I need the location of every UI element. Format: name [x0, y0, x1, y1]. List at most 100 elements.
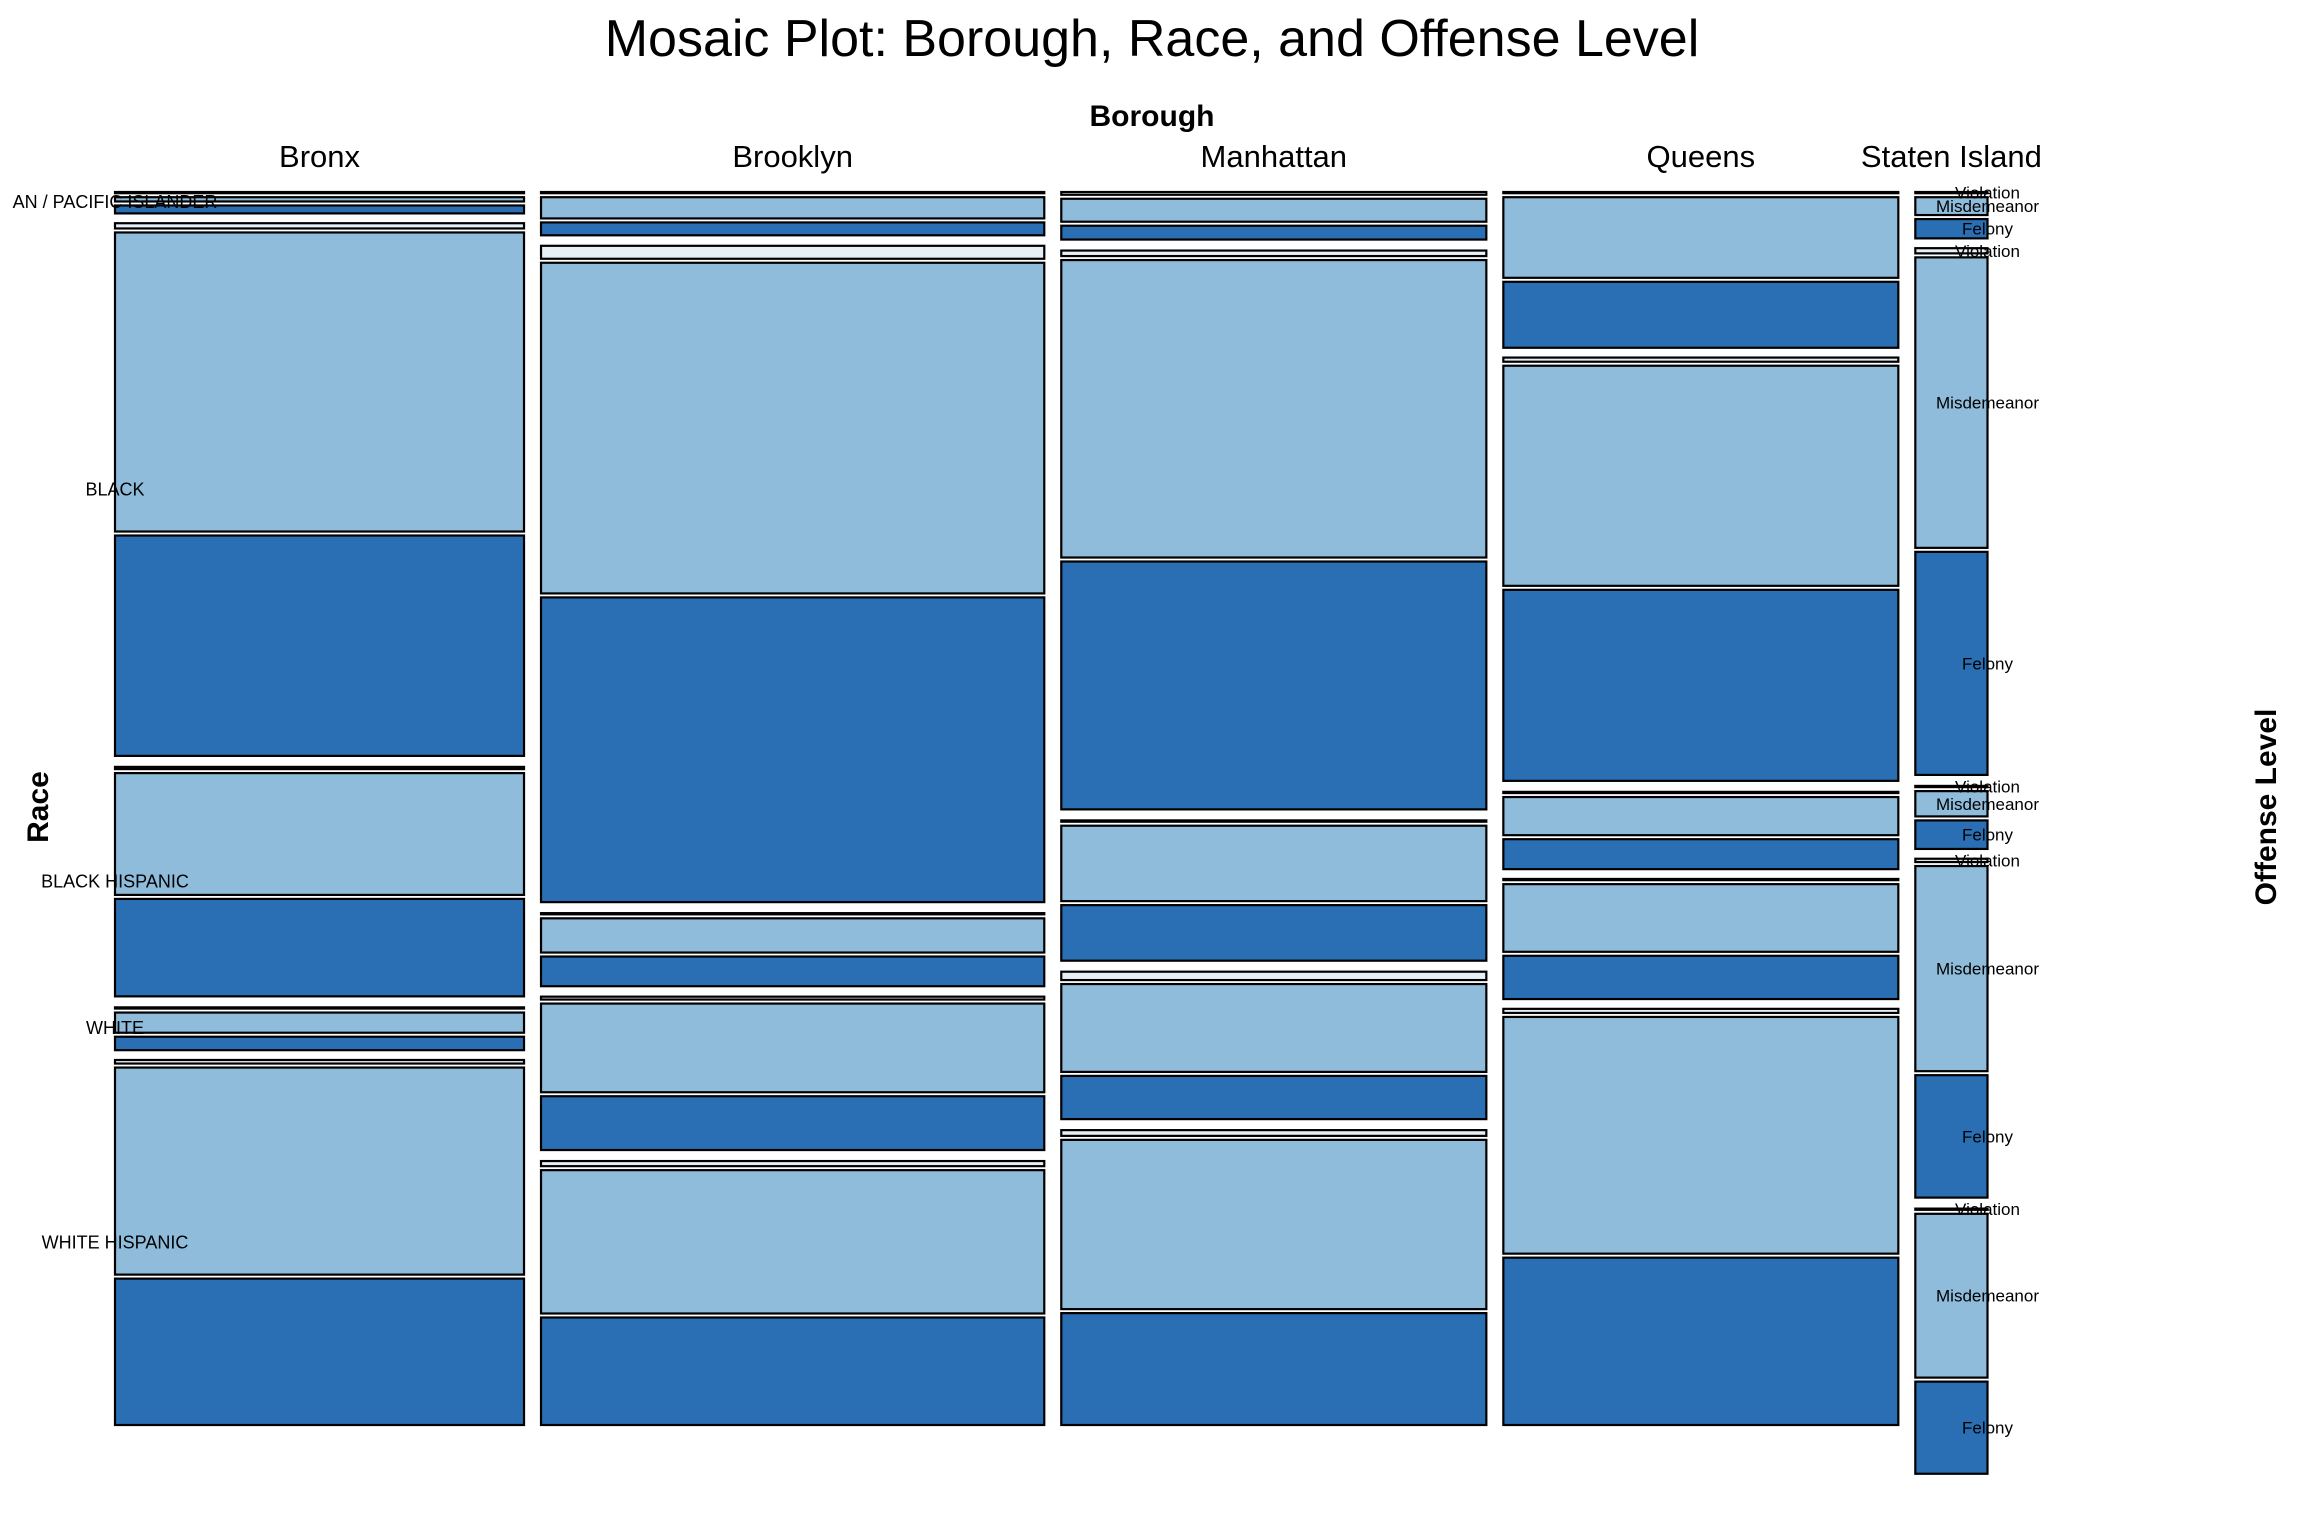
offense-label-black-felony: Felony — [1962, 654, 2014, 673]
offense-label-white-hispanic-misdemeanor: Misdemeanor — [1936, 1287, 2039, 1306]
race-label-black-hispanic: BLACK HISPANIC — [41, 872, 189, 892]
tile-queens-black-felony — [1502, 588, 1900, 782]
tile-brooklyn-asian-pacific-islander-felony — [539, 221, 1046, 237]
tile-staten-island-black-hispanic-misdemeanor — [1914, 790, 1989, 818]
tile-bronx-black-misdemeanor — [113, 231, 526, 533]
offense-level-labels: ViolationMisdemeanorFelonyViolationMisde… — [1936, 184, 2039, 1438]
tile-bronx-black-hispanic-violation — [113, 765, 526, 771]
tile-manhattan-white-hispanic-violation — [1060, 1129, 1488, 1137]
tile-queens-black-violation — [1502, 356, 1900, 363]
tile-brooklyn-white-misdemeanor — [539, 1002, 1046, 1094]
tile-manhattan-black-violation — [1060, 249, 1488, 258]
borough-axis-title: Borough — [1090, 100, 1215, 133]
tile-bronx-white-hispanic-felony — [113, 1277, 526, 1427]
race-label-asian-pacific-islander: AN / PACIFIC ISLANDER — [13, 192, 218, 212]
tile-brooklyn-black-felony — [539, 596, 1046, 904]
tile-staten-island-asian-pacific-islander-violation — [1914, 190, 1989, 195]
borough-label-manhattan: Manhattan — [1201, 139, 1348, 174]
tile-staten-island-white-violation — [1914, 857, 1989, 864]
borough-label-bronx: Bronx — [279, 139, 360, 174]
tile-queens-white-hispanic-violation — [1502, 1007, 1900, 1015]
tile-bronx-asian-pacific-islander-misdemeanor — [113, 196, 526, 203]
tile-brooklyn-black-hispanic-violation — [539, 912, 1046, 916]
tile-queens-white-violation — [1502, 877, 1900, 882]
offense-label-white-violation: Violation — [1955, 851, 2020, 870]
tile-manhattan-white-violation — [1060, 970, 1488, 982]
tile-manhattan-white-hispanic-misdemeanor — [1060, 1138, 1488, 1311]
tile-bronx-white-felony — [113, 1035, 526, 1052]
tile-bronx-asian-pacific-islander-violation — [113, 190, 526, 195]
tile-bronx-black-hispanic-misdemeanor — [113, 771, 526, 897]
race-label-white-hispanic: WHITE HISPANIC — [42, 1232, 189, 1252]
mosaic-tiles — [113, 190, 1989, 1475]
offense-label-black-violation: Violation — [1955, 242, 2020, 261]
tile-brooklyn-white-hispanic-violation — [539, 1159, 1046, 1168]
tile-queens-asian-pacific-islander-violation — [1502, 190, 1900, 195]
tile-brooklyn-white-hispanic-misdemeanor — [539, 1169, 1046, 1315]
tile-queens-black-hispanic-misdemeanor — [1502, 795, 1900, 837]
offense-level-axis-title: Offense Level — [2250, 709, 2283, 906]
borough-label-brooklyn: Brooklyn — [732, 139, 853, 174]
tile-staten-island-black-hispanic-violation — [1914, 784, 1989, 789]
tile-bronx-black-felony — [113, 534, 526, 757]
offense-label-black-hispanic-misdemeanor: Misdemeanor — [1936, 795, 2039, 814]
tile-brooklyn-asian-pacific-islander-violation — [539, 190, 1046, 195]
tile-brooklyn-white-violation — [539, 995, 1046, 1001]
tile-staten-island-black-violation — [1914, 247, 1989, 255]
tile-manhattan-asian-pacific-islander-violation — [1060, 190, 1488, 196]
tile-staten-island-black-felony — [1914, 550, 1989, 777]
race-label-black: BLACK — [85, 480, 144, 500]
tile-queens-black-hispanic-violation — [1502, 790, 1900, 795]
tile-staten-island-asian-pacific-islander-misdemeanor — [1914, 196, 1989, 217]
tile-manhattan-black-felony — [1060, 560, 1488, 811]
offense-label-white-hispanic-violation: Violation — [1955, 1200, 2020, 1219]
tile-manhattan-asian-pacific-islander-felony — [1060, 224, 1488, 241]
tile-queens-white-hispanic-misdemeanor — [1502, 1015, 1900, 1255]
tile-staten-island-white-hispanic-felony — [1914, 1380, 1989, 1475]
tile-brooklyn-asian-pacific-islander-misdemeanor — [539, 196, 1046, 220]
offense-label-asian-pacific-islander-felony: Felony — [1962, 220, 2014, 239]
offense-label-asian-pacific-islander-violation: Violation — [1955, 184, 2020, 203]
offense-label-black-misdemeanor: Misdemeanor — [1936, 394, 2039, 413]
tile-brooklyn-black-hispanic-misdemeanor — [539, 917, 1046, 954]
tile-bronx-black-violation — [113, 222, 526, 230]
tile-brooklyn-black-hispanic-felony — [539, 955, 1046, 988]
tile-staten-island-white-felony — [1914, 1074, 1989, 1199]
tile-queens-asian-pacific-islander-misdemeanor — [1502, 196, 1900, 279]
tile-bronx-white-hispanic-misdemeanor — [113, 1066, 526, 1276]
tile-bronx-white-misdemeanor — [113, 1011, 526, 1034]
offense-label-black-hispanic-felony: Felony — [1962, 826, 2014, 845]
tile-queens-black-hispanic-felony — [1502, 838, 1900, 871]
tile-manhattan-black-hispanic-violation — [1060, 819, 1488, 823]
tile-staten-island-asian-pacific-islander-felony — [1914, 217, 1989, 240]
tile-staten-island-white-hispanic-violation — [1914, 1207, 1989, 1211]
race-axis-title: Race — [22, 771, 55, 843]
tile-staten-island-black-hispanic-felony — [1914, 819, 1989, 851]
tile-queens-white-felony — [1502, 954, 1900, 1001]
tile-manhattan-asian-pacific-islander-misdemeanor — [1060, 197, 1488, 223]
race-labels: AN / PACIFIC ISLANDER BLACK BLACK HISPANIC… — [13, 192, 218, 1252]
tile-manhattan-white-felony — [1060, 1074, 1488, 1121]
tile-manhattan-black-hispanic-felony — [1060, 904, 1488, 962]
offense-label-white-misdemeanor: Misdemeanor — [1936, 960, 2039, 979]
tile-manhattan-black-misdemeanor — [1060, 258, 1488, 559]
borough-labels: Bronx Brooklyn Manhattan Queens Staten Islan… — [279, 139, 2042, 174]
tile-manhattan-white-hispanic-felony — [1060, 1312, 1488, 1427]
tile-brooklyn-black-misdemeanor — [539, 261, 1046, 595]
tile-brooklyn-black-violation — [539, 244, 1046, 260]
tile-brooklyn-white-hispanic-felony — [539, 1316, 1046, 1427]
tile-queens-asian-pacific-islander-felony — [1502, 280, 1900, 349]
tile-bronx-white-hispanic-violation — [113, 1058, 526, 1065]
tile-queens-black-misdemeanor — [1502, 364, 1900, 587]
tile-staten-island-black-misdemeanor — [1914, 256, 1989, 549]
tile-bronx-white-violation — [113, 1006, 526, 1010]
offense-label-white-felony: Felony — [1962, 1127, 2014, 1146]
borough-label-queens: Queens — [1647, 139, 1756, 174]
chart-title: Mosaic Plot: Borough, Race, and Offense … — [605, 10, 1700, 68]
tile-queens-white-misdemeanor — [1502, 883, 1900, 953]
tile-manhattan-white-misdemeanor — [1060, 982, 1488, 1074]
race-label-white: WHITE — [86, 1018, 144, 1038]
offense-label-black-hispanic-violation: Violation — [1955, 778, 2020, 797]
tile-brooklyn-white-felony — [539, 1095, 1046, 1152]
tile-bronx-asian-pacific-islander-felony — [113, 204, 526, 215]
